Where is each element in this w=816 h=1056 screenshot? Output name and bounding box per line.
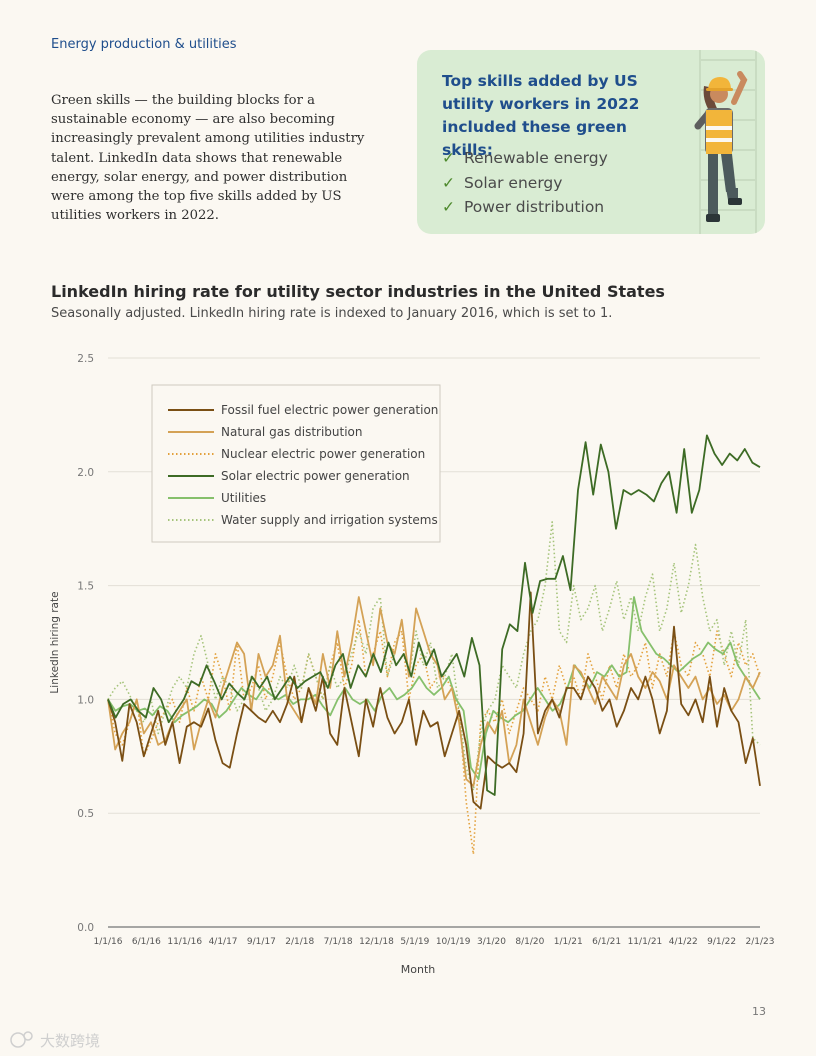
x-tick-label: 11/1/21	[628, 937, 663, 947]
x-tick-label: 1/1/21	[554, 937, 583, 947]
y-tick-label: 1.5	[77, 581, 94, 593]
legend-label: Solar electric power generation	[221, 469, 410, 483]
legend-label: Utilities	[221, 491, 266, 505]
hiring-rate-line-chart: 0.0 0.5 1.0 1.5 2.0 2.5 1/1/16 6/1/16 11/1/16 4/1…	[49, 353, 775, 976]
y-tick-label: 2.5	[77, 353, 94, 365]
skill-label: Power distribution	[464, 198, 605, 216]
x-tick-label: 7/1/18	[324, 937, 353, 947]
skill-label: Solar energy	[464, 173, 563, 192]
skill-item: ✓ Renewable energy	[442, 146, 608, 171]
series-line	[107, 591, 761, 810]
legend-box	[151, 384, 441, 543]
checkmark-icon: ✓	[442, 198, 455, 216]
watermark-logo: 大数跨境	[10, 1031, 100, 1050]
checkmark-icon: ✓	[442, 173, 455, 192]
utility-worker-illustration	[694, 50, 757, 234]
x-tick-label: 8/1/20	[515, 937, 544, 947]
green-skills-callout: Top skills added by US utility workers i…	[417, 50, 765, 234]
x-tick-label: 11/1/16	[167, 937, 202, 947]
y-axis-title: LinkedIn hiring rate	[49, 591, 61, 693]
x-tick-label: 6/1/21	[592, 937, 621, 947]
page-number: 13	[752, 1005, 766, 1018]
skill-item: ✓ Solar energy	[442, 171, 608, 196]
x-tick-label: 1/1/16	[94, 937, 123, 947]
skills-list: ✓ Renewable energy ✓ Solar energy ✓ Power d…	[442, 146, 608, 220]
x-tick-label: 12/1/18	[359, 937, 394, 947]
watermark-text: 大数跨境	[40, 1032, 100, 1050]
x-axis-title: Month	[401, 963, 436, 976]
legend-label: Natural gas distribution	[221, 425, 363, 439]
y-tick-label: 1.0	[77, 694, 94, 706]
series-line	[107, 596, 761, 787]
x-tick-label: 2/1/18	[285, 937, 314, 947]
x-tick-label: 4/1/17	[209, 937, 238, 947]
legend-label: Nuclear electric power generation	[221, 447, 425, 461]
x-tick-label: 2/1/23	[746, 937, 775, 947]
x-tick-label: 6/1/16	[132, 937, 161, 947]
y-tick-label: 0.0	[77, 922, 94, 934]
chart-title: LinkedIn hiring rate for utility sector …	[51, 282, 665, 301]
y-tick-label: 2.0	[77, 467, 94, 479]
series-line	[107, 434, 761, 796]
series-line	[107, 618, 761, 856]
x-tick-label: 3/1/20	[477, 937, 506, 947]
legend-label: Fossil fuel electric power generation	[221, 403, 438, 417]
section-label: Energy production & utilities	[51, 37, 237, 52]
x-tick-label: 10/1/19	[436, 937, 471, 947]
x-tick-label: 4/1/22	[669, 937, 698, 947]
series-line	[107, 521, 761, 792]
y-tick-label: 0.5	[77, 808, 94, 820]
x-tick-label: 9/1/17	[247, 937, 276, 947]
intro-paragraph: Green skills — the building blocks for a…	[51, 93, 365, 224]
checkmark-icon: ✓	[442, 149, 455, 167]
x-tick-label: 5/1/19	[400, 937, 429, 947]
skill-label: Renewable energy	[464, 149, 608, 167]
x-tick-label: 9/1/22	[707, 937, 736, 947]
chart-subtitle: Seasonally adjusted. LinkedIn hiring rat…	[51, 306, 613, 321]
callout-title: Top skills added by US utility workers i…	[442, 72, 640, 159]
legend-label: Water supply and irrigation systems	[221, 513, 438, 527]
skill-item: ✓ Power distribution	[442, 195, 608, 220]
